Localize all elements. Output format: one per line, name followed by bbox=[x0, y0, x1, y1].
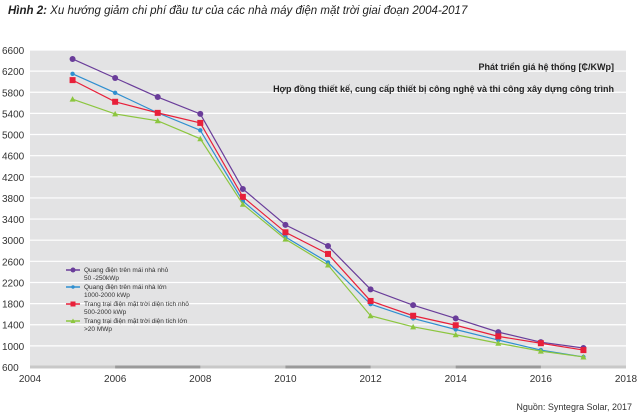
annotation-2: Hợp đồng thiết kế, cung cấp thiết bị côn… bbox=[273, 84, 614, 94]
data-point-2 bbox=[198, 128, 203, 133]
data-point-1 bbox=[197, 110, 204, 117]
y-tick-label: 4600 bbox=[2, 152, 25, 163]
data-point-2 bbox=[70, 71, 75, 76]
data-point-1 bbox=[410, 302, 417, 309]
legend-label-1: Quang điện trên mái nhà nhỏ bbox=[84, 266, 169, 274]
x-tick-label: 2012 bbox=[359, 374, 382, 385]
data-point-4 bbox=[154, 117, 161, 124]
data-point-2 bbox=[453, 327, 458, 332]
y-tick-label: 600 bbox=[2, 363, 19, 374]
legend-sublabel-2: 1000-2000 kWp bbox=[84, 292, 130, 299]
x-tick-label: 2018 bbox=[615, 374, 638, 385]
data-point-3 bbox=[69, 77, 76, 84]
data-point-4 bbox=[367, 312, 374, 319]
data-point-3 bbox=[112, 98, 119, 105]
legend-sublabel-4: >20 MWp bbox=[84, 326, 112, 333]
legend-marker-4 bbox=[70, 318, 76, 323]
data-point-3 bbox=[537, 340, 544, 347]
data-point-4 bbox=[112, 110, 119, 117]
y-tick-label: 1400 bbox=[2, 321, 25, 332]
legend-marker-2 bbox=[71, 285, 75, 289]
data-point-1 bbox=[69, 55, 76, 62]
y-tick-label: 5000 bbox=[2, 131, 25, 142]
data-point-4 bbox=[452, 331, 459, 338]
data-point-4 bbox=[282, 236, 289, 242]
data-point-1 bbox=[367, 286, 374, 293]
y-tick-label: 1800 bbox=[2, 300, 25, 311]
x-tick-label: 2008 bbox=[189, 374, 212, 385]
plot-background bbox=[30, 50, 626, 367]
y-tick-label: 6600 bbox=[2, 46, 25, 57]
y-tick-label: 3800 bbox=[2, 194, 25, 205]
data-point-3 bbox=[410, 312, 417, 319]
legend-label-2: Quang điện trên mái nhà lớn bbox=[84, 284, 167, 291]
y-tick-label: 2200 bbox=[2, 278, 25, 289]
legend-label-3: Trang trại điện mặt trời diện tích nhỏ bbox=[84, 300, 189, 308]
title-prefix: Hình 2: bbox=[8, 5, 47, 17]
source-note: Nguồn: Syntegra Solar, 2017 bbox=[516, 402, 632, 412]
data-point-3 bbox=[325, 250, 331, 257]
legend-sublabel-3: 500-2000 kWp bbox=[84, 309, 127, 316]
data-point-2 bbox=[112, 90, 118, 95]
x-tick-label: 2010 bbox=[274, 374, 297, 385]
data-point-4 bbox=[239, 201, 246, 207]
y-tick-label: 5400 bbox=[2, 109, 25, 120]
x-tick-label: 2006 bbox=[104, 374, 127, 385]
data-point-1 bbox=[282, 221, 289, 228]
data-point-4 bbox=[580, 353, 587, 360]
x-tick-label: 2016 bbox=[530, 374, 553, 385]
figure-title: Hình 2: Xu hướng giảm chi phí đầu tư của… bbox=[8, 5, 467, 17]
y-tick-label: 3400 bbox=[2, 215, 25, 226]
data-point-1 bbox=[325, 243, 331, 250]
legend-sublabel-1: 50 -250kWp bbox=[84, 275, 119, 282]
x-tick-label: 2014 bbox=[445, 374, 468, 385]
data-point-1 bbox=[452, 315, 459, 322]
data-point-1 bbox=[112, 75, 119, 82]
y-tick-label: 3000 bbox=[2, 236, 25, 247]
data-point-4 bbox=[69, 96, 76, 102]
data-point-4 bbox=[495, 340, 502, 346]
data-point-1 bbox=[239, 185, 246, 192]
data-point-4 bbox=[410, 323, 417, 330]
data-point-3 bbox=[154, 109, 161, 116]
data-point-1 bbox=[154, 94, 161, 101]
data-point-3 bbox=[367, 297, 374, 304]
x-tick-label: 2004 bbox=[19, 374, 42, 385]
data-point-4 bbox=[325, 262, 331, 268]
y-tick-label: 1000 bbox=[2, 342, 25, 353]
legend-marker-3 bbox=[70, 301, 76, 307]
y-tick-label: 6200 bbox=[2, 67, 25, 78]
data-point-3 bbox=[197, 119, 204, 126]
title-text: Xu hướng giảm chi phí đầu tư của các nhà… bbox=[46, 5, 468, 17]
legend-label-4: Trang trại điện mặt trời diện tích lớn bbox=[84, 318, 188, 325]
legend-marker-1 bbox=[70, 267, 76, 273]
data-point-3 bbox=[239, 193, 246, 200]
data-point-3 bbox=[452, 322, 459, 329]
y-tick-label: 2600 bbox=[2, 257, 25, 268]
data-point-3 bbox=[495, 333, 502, 340]
y-tick-label: 4200 bbox=[2, 173, 25, 184]
annotation-1: Phát triển giá hệ thống [₵/KWp] bbox=[479, 62, 615, 72]
data-point-4 bbox=[197, 135, 204, 142]
data-point-3 bbox=[580, 347, 587, 354]
data-point-4 bbox=[537, 348, 544, 354]
data-point-3 bbox=[282, 229, 289, 236]
y-tick-label: 5800 bbox=[2, 88, 25, 99]
